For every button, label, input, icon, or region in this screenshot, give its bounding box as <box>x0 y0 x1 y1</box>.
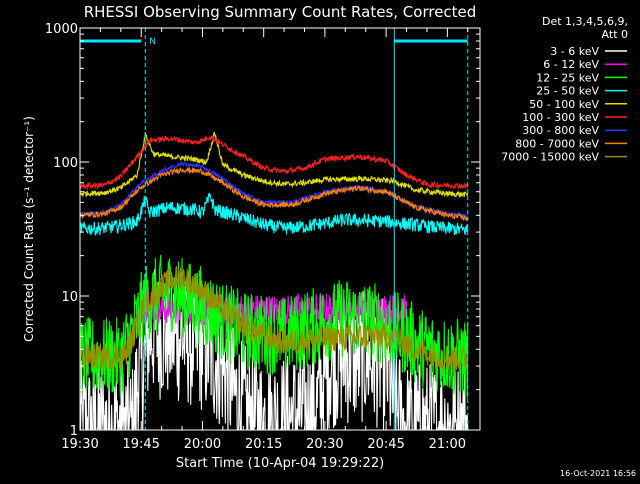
legend-label-4: 25 - 50 keV <box>536 85 599 98</box>
legend-label-6: 100 - 300 keV <box>522 111 599 124</box>
legend-label-7: 300 - 800 keV <box>522 124 599 137</box>
series-line-6 <box>80 135 469 191</box>
legend-label-9: 7000 - 15000 keV <box>501 151 599 164</box>
x-tick-label: 20:15 <box>245 437 282 452</box>
marker-label: N <box>149 37 156 47</box>
x-tick-label: 20:00 <box>184 437 221 452</box>
series-line-9 <box>80 265 469 372</box>
x-tick-label: 20:45 <box>367 437 404 452</box>
series-line-8 <box>80 167 469 222</box>
x-axis-label: Start Time (10-Apr-04 19:29:22) <box>176 456 384 471</box>
x-tick-label: 19:45 <box>122 437 159 452</box>
legend-header-line-1: Det 1,3,4,5,6,9, <box>542 15 628 28</box>
series-layer <box>80 131 469 430</box>
y-tick-label: 1000 <box>45 22 78 37</box>
series-line-4 <box>80 192 469 236</box>
series-line-1 <box>80 269 469 430</box>
legend-label-1: 3 - 6 keV <box>550 45 599 58</box>
legend-header-line-2: Att 0 <box>602 28 628 41</box>
legend-label-2: 6 - 12 keV <box>543 58 599 71</box>
x-tick-label: 19:30 <box>61 437 98 452</box>
y-tick-label: 1 <box>70 424 78 439</box>
series-line-5 <box>80 131 469 199</box>
y-tick-label: 100 <box>53 156 78 171</box>
x-tick-label: 21:00 <box>429 437 466 452</box>
legend-label-5: 50 - 100 keV <box>529 98 599 111</box>
y-axis-label: Corrected Count Rate (s⁻¹ detector⁻¹) <box>22 116 36 342</box>
series-line-3 <box>80 255 469 399</box>
y-tick-label: 10 <box>61 290 78 305</box>
x-tick-label: 20:30 <box>306 437 343 452</box>
footer-timestamp: 16-Oct-2021 16:56 <box>560 469 636 478</box>
legend-label-8: 800 - 7000 keV <box>515 137 599 150</box>
legend-label-3: 12 - 25 keV <box>536 71 599 84</box>
plot-frame <box>79 27 481 431</box>
axes-layer: 1 10 100 1000 19:30 19:45 20:00 20:15 20:30 20:45… <box>45 22 481 452</box>
chart-title: RHESSI Observing Summary Count Rates, Co… <box>84 3 477 21</box>
